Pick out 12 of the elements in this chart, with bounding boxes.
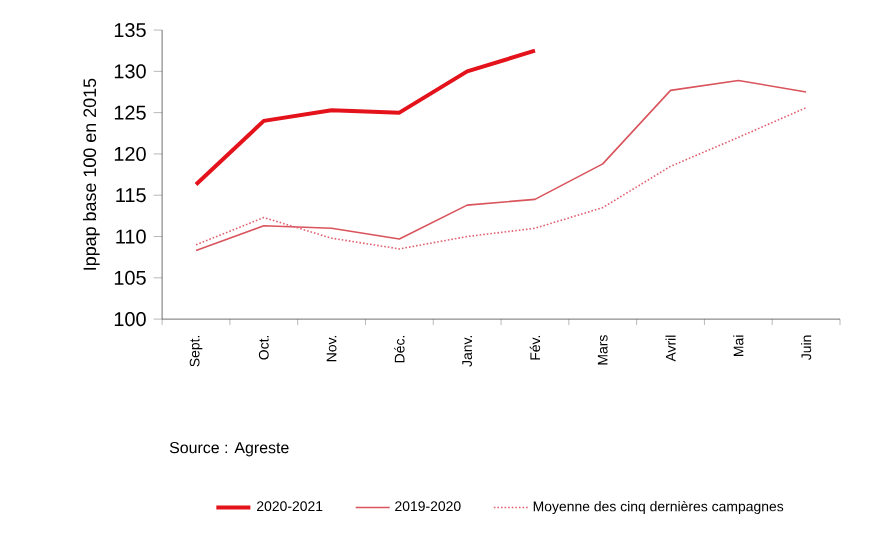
y-tick-label: 130 xyxy=(114,64,146,79)
y-tick-label: 100 xyxy=(114,312,146,327)
y-axis-title: Ippap base 100 en 2015 xyxy=(82,79,100,271)
line-series xyxy=(195,107,807,251)
y-tick-label: 135 xyxy=(114,23,146,38)
y-tick-label: 105 xyxy=(114,271,146,286)
line-series xyxy=(195,80,807,252)
y-tick-label: 110 xyxy=(116,229,146,245)
y-tick-label: 115 xyxy=(116,188,146,203)
y-tick-label: 125 xyxy=(114,106,146,121)
line-series xyxy=(194,49,537,187)
y-tick-label: 120 xyxy=(114,147,146,162)
